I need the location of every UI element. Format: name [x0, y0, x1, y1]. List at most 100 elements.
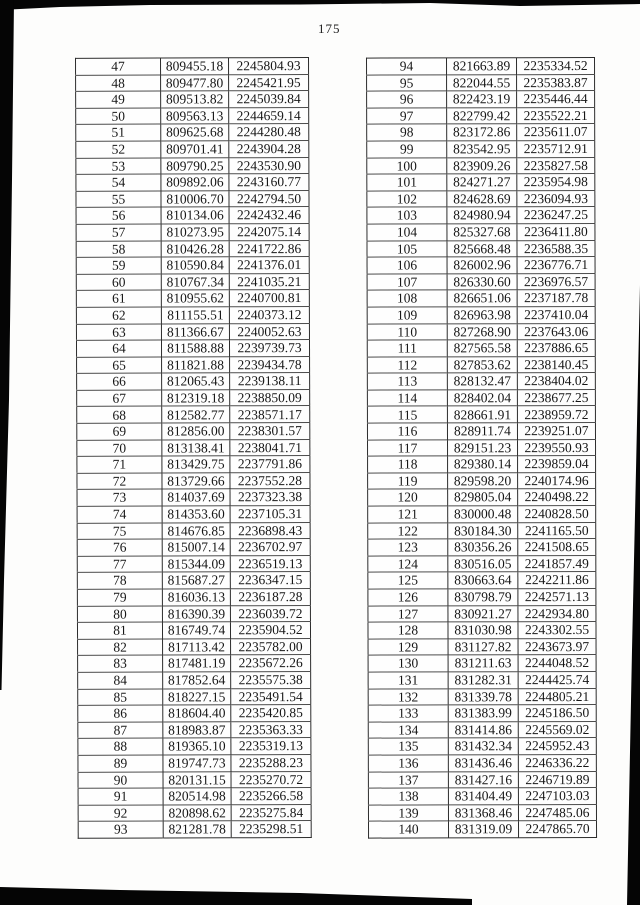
x-coordinate-cell: 831383.99: [448, 704, 519, 722]
coordinate-table-right: 94 821663.89 2235334.52 95 822044.55 2235383.…: [366, 57, 598, 839]
y-coordinate-cell: 2241376.01: [229, 256, 310, 274]
point-number-cell: 134: [368, 721, 449, 739]
y-coordinate-cell: 2235420.85: [230, 704, 311, 722]
x-coordinate-cell: 816749.74: [162, 621, 231, 639]
table-row: 112 827853.62 2238140.45: [367, 356, 596, 374]
y-coordinate-cell: 2241035.21: [229, 273, 310, 291]
point-number-cell: 97: [366, 107, 447, 125]
x-coordinate-cell: 831414.86: [448, 721, 519, 739]
x-coordinate-cell: 817113.42: [162, 638, 231, 656]
table-row: 63 811366.67 2240052.63: [76, 323, 310, 341]
table-row: 117 829151.23 2239550.93: [367, 439, 596, 457]
x-coordinate-cell: 812582.77: [161, 406, 230, 424]
y-coordinate-cell: 2239550.93: [517, 439, 596, 456]
y-coordinate-cell: 2238404.02: [517, 372, 596, 390]
table-row: 109 826963.98 2237410.04: [367, 306, 596, 324]
y-coordinate-cell: 2235270.72: [230, 771, 312, 788]
y-coordinate-cell: 2238140.45: [517, 356, 596, 373]
x-coordinate-cell: 811588.88: [161, 339, 230, 357]
point-number-cell: 65: [76, 356, 162, 374]
table-row: 137 831427.16 2246719.89: [368, 771, 597, 789]
x-coordinate-cell: 822044.55: [446, 74, 517, 92]
point-number-cell: 96: [366, 91, 447, 108]
point-number-cell: 71: [76, 456, 162, 474]
y-coordinate-cell: 2243530.90: [228, 157, 309, 174]
point-number-cell: 85: [77, 688, 163, 706]
point-number-cell: 110: [367, 323, 448, 341]
y-coordinate-cell: 2242571.13: [517, 588, 596, 606]
table-row: 73 814037.69 2237323.38: [77, 488, 311, 507]
x-coordinate-cell: 820131.15: [162, 771, 232, 789]
point-number-cell: 54: [75, 174, 161, 192]
table-row: 78 815687.27 2236347.15: [77, 571, 311, 590]
point-number-cell: 129: [368, 638, 449, 656]
y-coordinate-cell: 2237323.38: [230, 488, 311, 506]
x-coordinate-cell: 820514.98: [163, 787, 232, 805]
point-number-cell: 47: [111, 58, 125, 74]
y-coordinate-cell: 2244280.48: [228, 123, 309, 141]
x-coordinate-cell: 815687.27: [162, 572, 231, 590]
point-number-cell: 56: [76, 207, 162, 225]
y-coordinate-cell: 2235522.21: [516, 107, 595, 125]
y-coordinate-cell: 2239434.78: [229, 356, 310, 374]
x-coordinate-cell: 819747.73: [162, 754, 231, 772]
point-number-cell: 67: [76, 389, 162, 407]
y-coordinate-cell: 2240174.96: [517, 472, 596, 490]
x-coordinate-cell: 810590.84: [161, 256, 230, 274]
x-coordinate-cell: 814037.69: [162, 489, 231, 507]
y-coordinate-cell: 2235672.26: [230, 654, 311, 672]
x-coordinate-cell: 829151.23: [447, 439, 518, 457]
table-row: 140 831319.09 2247865.70: [368, 820, 597, 839]
x-coordinate-cell: 823172.86: [446, 124, 517, 141]
point-number-cell: 111: [367, 339, 448, 357]
y-coordinate-cell: 2246719.89: [518, 771, 597, 788]
x-coordinate-cell: 830184.30: [447, 522, 518, 540]
x-coordinate-cell: 816036.13: [162, 588, 231, 606]
y-coordinate-cell: 2235298.51: [231, 820, 312, 838]
table-row: 92 820898.62 2235275.84: [78, 804, 312, 822]
point-number-cell: 105: [366, 240, 448, 258]
point-number-cell: 68: [76, 406, 162, 424]
table-row: 91 820514.98 2235266.58: [78, 787, 312, 806]
table-row: 116 828911.74 2239251.07: [367, 422, 596, 440]
table-row: 104 825327.68 2236411.80: [366, 223, 595, 241]
x-coordinate-cell: 814676.85: [162, 522, 231, 540]
table-row: 133 831383.99 2245186.50: [368, 704, 597, 722]
y-coordinate-cell: 2235446.44: [516, 90, 595, 108]
y-coordinate-cell: 2237643.06: [517, 323, 596, 340]
x-coordinate-cell: 815344.09: [162, 555, 231, 573]
y-coordinate-cell: 2235266.58: [231, 787, 312, 805]
x-coordinate-cell: 829805.04: [447, 489, 518, 506]
point-number-cell: 57: [76, 223, 162, 241]
table-row: 48 809477.80 2245421.95: [75, 74, 309, 92]
table-row: 97 822799.42 2235522.21: [366, 107, 595, 125]
y-coordinate-cell: 2238959.72: [517, 405, 596, 423]
y-coordinate-cell: 2235712.91: [516, 140, 595, 158]
x-coordinate-cell: 831030.98: [447, 621, 519, 639]
table-row: 66 812065.43 2239138.11: [76, 372, 310, 391]
y-coordinate-cell: 2240700.81: [229, 289, 310, 307]
x-coordinate-cell: 828911.74: [447, 422, 518, 440]
point-number-cell: 119: [367, 472, 448, 490]
x-coordinate-cell: 830356.26: [447, 538, 518, 556]
table-row: 86 818604.40 2235420.85: [77, 704, 311, 723]
x-coordinate-cell: 827853.62: [447, 356, 518, 374]
y-coordinate-cell: 2240828.50: [517, 505, 596, 523]
x-coordinate-cell: 809625.68: [160, 124, 229, 141]
y-coordinate-cell: 2238850.09: [229, 389, 310, 407]
scan-artifact-top: [0, 0, 640, 10]
point-number-cell: 120: [367, 489, 448, 507]
table-row: 74 814353.60 2237105.31: [77, 505, 311, 523]
y-coordinate-cell: 2245569.02: [518, 721, 597, 739]
y-coordinate-cell: 2237410.04: [517, 306, 596, 324]
x-coordinate-cell: 822799.42: [446, 107, 517, 125]
table-row: 72 813729.66 2237552.28: [76, 472, 311, 490]
point-number-cell: 81: [77, 622, 163, 640]
y-coordinate-cell: 2244048.52: [518, 654, 597, 672]
x-coordinate-cell: 814353.60: [162, 505, 231, 523]
point-number-cell: 103: [366, 207, 447, 225]
y-coordinate-cell: 2241508.65: [517, 538, 596, 556]
table-row: 114 828402.04 2238677.25: [367, 389, 596, 407]
point-number-cell: 109: [367, 306, 448, 324]
point-number-cell: 90: [77, 771, 164, 789]
